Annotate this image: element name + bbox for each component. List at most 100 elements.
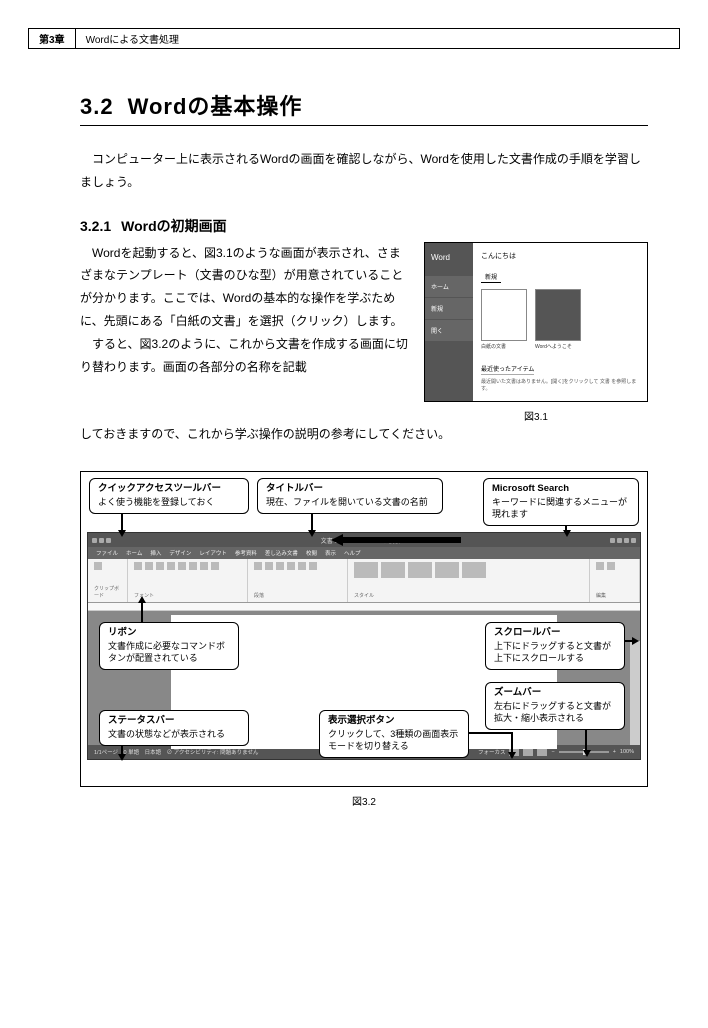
- callout-qat-title: クイックアクセスツールバー: [98, 483, 240, 496]
- fig31-tpl-cap-welcome: Wordへようこそ: [535, 343, 581, 350]
- subsection-number: 3.2.1: [80, 218, 111, 234]
- fig31-tpl-cap-blank: 白紙の文書: [481, 343, 527, 350]
- tab-mailings[interactable]: 差し込み文書: [265, 549, 298, 557]
- callout-viewbtn-desc: クリックして、3種類の画面表示モードを切り替える: [328, 728, 460, 752]
- qat-icon[interactable]: [99, 538, 104, 543]
- ribbon: クリップボード フォント 段落 スタイル 編集: [88, 559, 640, 603]
- tab-review[interactable]: 校閲: [306, 549, 317, 557]
- chapter-label: 第3章: [29, 29, 76, 48]
- tab-references[interactable]: 参考資料: [235, 549, 257, 557]
- tab-design[interactable]: デザイン: [169, 549, 191, 557]
- callout-ribbon-desc: 文書作成に必要なコマンドボタンが配置されている: [108, 640, 230, 664]
- maximize-icon[interactable]: [624, 538, 629, 543]
- chapter-title: Wordによる文書処理: [76, 29, 189, 48]
- fig31-tpl-thumb-blank: [481, 289, 527, 341]
- page-header: 第3章 Wordによる文書処理: [28, 28, 680, 49]
- callout-mssearch-title: Microsoft Search: [492, 483, 630, 496]
- zoom-plus-icon[interactable]: +: [613, 749, 616, 755]
- fig31-template-welcome[interactable]: Wordへようこそ: [535, 289, 581, 350]
- callout-titlebar-desc: 現在、ファイルを開いている文書の名前: [266, 496, 434, 508]
- tab-home[interactable]: ホーム: [126, 549, 142, 557]
- callout-ms-search: Microsoft Search キーワードに関連するメニューが現れます: [483, 478, 639, 526]
- user-icon[interactable]: [610, 538, 615, 543]
- intro-paragraph: コンピューター上に表示されるWordの画面を確認しながら、Wordを使用した文書…: [80, 148, 648, 194]
- subsection-heading: 3.2.1 Wordの初期画面: [80, 216, 648, 236]
- minimize-icon[interactable]: [617, 538, 622, 543]
- fig31-recent-header: 最近使ったアイテム: [481, 364, 534, 375]
- arrow-mssearch-head: [563, 530, 571, 537]
- ribbon-group-editing[interactable]: 編集: [590, 559, 640, 602]
- tab-layout[interactable]: レイアウト: [199, 549, 227, 557]
- arrow-viewbtn-head: [508, 752, 516, 759]
- fig31-sidebar: Word ホーム 新規 開く: [425, 243, 473, 401]
- fig31-greeting: こんにちは: [481, 251, 639, 261]
- paragraph-1b: すると、図3.2のように、これから文書を作成する画面に切り替わります。画面の各部…: [80, 333, 410, 379]
- callout-statusbar-title: ステータスバー: [108, 715, 240, 728]
- fig31-recent-text: 最近開いた文書はありません。[開く]をクリックして 文書 を参照します。: [481, 378, 639, 392]
- scrollbar[interactable]: [630, 611, 640, 745]
- arrow-viewbtn-h: [469, 732, 513, 734]
- fig31-brand: Word: [425, 243, 473, 276]
- arrow-titlebar: [311, 512, 313, 532]
- tab-file[interactable]: ファイル: [96, 549, 118, 557]
- tab-insert[interactable]: 挿入: [150, 549, 161, 557]
- callout-quick-access-toolbar: クイックアクセスツールバー よく使う機能を登録しておく: [89, 478, 249, 514]
- callout-viewbtn-title: 表示選択ボタン: [328, 715, 460, 728]
- arrow-ribbon: [141, 602, 143, 622]
- ribbon-group-clipboard[interactable]: クリップボード: [88, 559, 128, 602]
- section-heading: 3.2 Wordの基本操作: [80, 89, 648, 121]
- ribbon-group-font[interactable]: フォント: [128, 559, 248, 602]
- ruler[interactable]: [88, 603, 640, 611]
- figure-3-2-caption: 図3.2: [80, 793, 648, 808]
- callout-zoombar: ズームバー 左右にドラッグすると文書が拡大・縮小表示される: [485, 682, 625, 730]
- callout-scrollbar-desc: 上下にドラッグすると文書が上下にスクロールする: [494, 640, 616, 664]
- arrow-ribbon-head: [138, 596, 146, 603]
- arrow-qat-head: [118, 530, 126, 537]
- qat-icon[interactable]: [92, 538, 97, 543]
- callout-zoombar-title: ズームバー: [494, 687, 616, 700]
- window-controls[interactable]: [610, 538, 636, 543]
- section-title: Wordの基本操作: [128, 94, 303, 119]
- fig31-nav-open[interactable]: 開く: [425, 320, 473, 341]
- ribbon-group-styles[interactable]: スタイル: [348, 559, 590, 602]
- callout-ribbon-title: リボン: [108, 627, 230, 640]
- callout-qat-desc: よく使う機能を登録しておく: [98, 496, 240, 508]
- section-number: 3.2: [80, 94, 114, 119]
- callout-titlebar-title: タイトルバー: [266, 483, 434, 496]
- paragraph-1a: Wordを起動すると、図3.1のような画面が表示され、さまざまなテンプレート（文…: [80, 242, 410, 333]
- fig31-main: こんにちは 新規 白紙の文書 Wordへようこそ 最近使ったアイテム 最近開: [473, 243, 647, 401]
- callout-statusbar-desc: 文書の状態などが表示される: [108, 728, 240, 740]
- fig31-tab-new[interactable]: 新規: [481, 271, 501, 283]
- fig31-nav-new[interactable]: 新規: [425, 298, 473, 319]
- tab-view[interactable]: 表示: [325, 549, 336, 557]
- arrow-statusbar-head: [118, 754, 126, 761]
- arrow-zoombar-head: [583, 750, 591, 757]
- callout-scrollbar: スクロールバー 上下にドラッグすると文書が上下にスクロールする: [485, 622, 625, 670]
- paragraph-1b-cont: しておきますので、これから学ぶ操作の説明の参考にしてください。: [80, 423, 648, 446]
- view-button-web[interactable]: [537, 748, 547, 756]
- zoom-percent[interactable]: 100%: [620, 749, 634, 755]
- callout-scrollbar-title: スクロールバー: [494, 627, 616, 640]
- fig31-nav-home[interactable]: ホーム: [425, 276, 473, 297]
- ribbon-tabs: ファイル ホーム 挿入 デザイン レイアウト 参考資料 差し込み文書 校閲 表示…: [88, 547, 640, 559]
- qat-icon[interactable]: [106, 538, 111, 543]
- section-rule: [80, 125, 648, 126]
- arrow-viewbtn-v: [511, 732, 513, 754]
- view-button-print[interactable]: [523, 748, 533, 756]
- arrow-qat: [121, 512, 123, 532]
- callout-zoombar-desc: 左右にドラッグすると文書が拡大・縮小表示される: [494, 700, 616, 724]
- subsection-title: Wordの初期画面: [121, 218, 227, 234]
- ribbon-group-paragraph[interactable]: 段落: [248, 559, 348, 602]
- close-icon[interactable]: [631, 538, 636, 543]
- fig31-tpl-thumb-welcome: [535, 289, 581, 341]
- fig31-template-blank[interactable]: 白紙の文書: [481, 289, 527, 350]
- quick-access-toolbar[interactable]: [92, 538, 111, 543]
- status-focus[interactable]: フォーカス: [478, 748, 506, 756]
- figure-3-1: Word ホーム 新規 開く こんにちは 新規 白紙の文書: [424, 242, 648, 402]
- arrow-scrollbar-head: [632, 637, 639, 645]
- callout-viewbuttons: 表示選択ボタン クリックして、3種類の画面表示モードを切り替える: [319, 710, 469, 758]
- big-arrow-icon: [331, 534, 461, 546]
- tab-help[interactable]: ヘルプ: [344, 549, 361, 557]
- callout-mssearch-desc: キーワードに関連するメニューが現れます: [492, 496, 630, 520]
- zoom-minus-icon[interactable]: −: [551, 749, 554, 755]
